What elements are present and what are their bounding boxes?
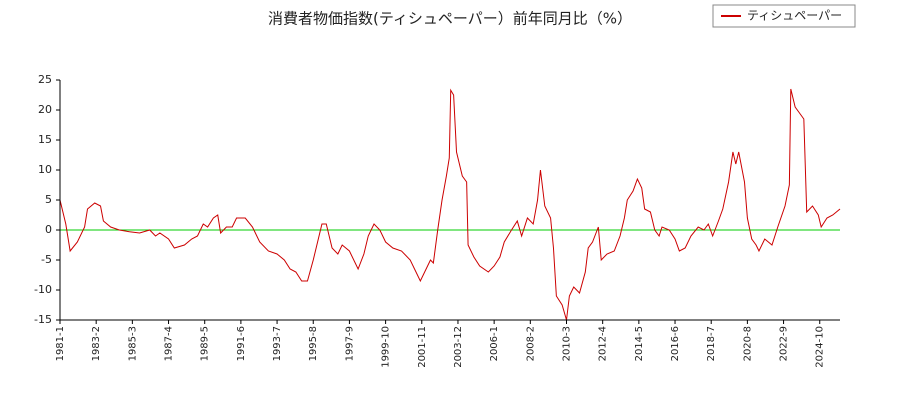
y-tick-label: -5 <box>41 253 52 266</box>
y-tick-label: 0 <box>45 223 52 236</box>
x-tick-label: 1997-9 <box>344 326 355 361</box>
y-tick-label: -10 <box>34 283 52 296</box>
y-tick-label: -15 <box>34 313 52 326</box>
y-tick-label: 15 <box>38 133 52 146</box>
x-tick-label: 2003-12 <box>453 326 464 368</box>
x-tick-label: 2020-8 <box>742 326 753 361</box>
y-tick-label: 25 <box>38 73 52 86</box>
chart-title: 消費者物価指数(ティシュペーパー）前年同月比（%） <box>268 10 632 28</box>
data-line <box>59 88 841 321</box>
x-tick-label: 1987-4 <box>164 326 175 361</box>
x-tick-label: 2018-7 <box>706 326 717 361</box>
x-tick-label: 2016-6 <box>670 326 681 361</box>
legend-box <box>712 4 856 28</box>
x-tick-label: 1981-1 <box>55 326 66 361</box>
x-tick-label: 1999-10 <box>381 326 392 368</box>
x-tick-label: 2001-11 <box>417 326 428 368</box>
x-tick-label: 2014-5 <box>634 326 645 361</box>
x-tick-label: 2024-10 <box>815 326 826 368</box>
x-tick-label: 1983-2 <box>91 326 102 361</box>
x-tick-label: 2010-3 <box>561 326 572 361</box>
x-tick-label: 2012-4 <box>598 326 609 361</box>
y-tick-label: 10 <box>38 163 52 176</box>
x-tick-label: 1985-3 <box>127 326 138 361</box>
x-tick-label: 2008-2 <box>525 326 536 361</box>
x-tick-label: 1995-8 <box>308 326 319 361</box>
x-tick-label: 2022-9 <box>779 326 790 361</box>
x-tick-label: 1989-5 <box>200 326 211 361</box>
y-tick-label: 20 <box>38 103 52 116</box>
y-tick-label: 5 <box>45 193 52 206</box>
legend-label: ティシュペーパー <box>747 9 842 23</box>
x-tick-label: 1993-7 <box>272 326 283 361</box>
x-tick-label: 2006-1 <box>489 326 500 361</box>
x-tick-label: 1991-6 <box>236 326 247 361</box>
